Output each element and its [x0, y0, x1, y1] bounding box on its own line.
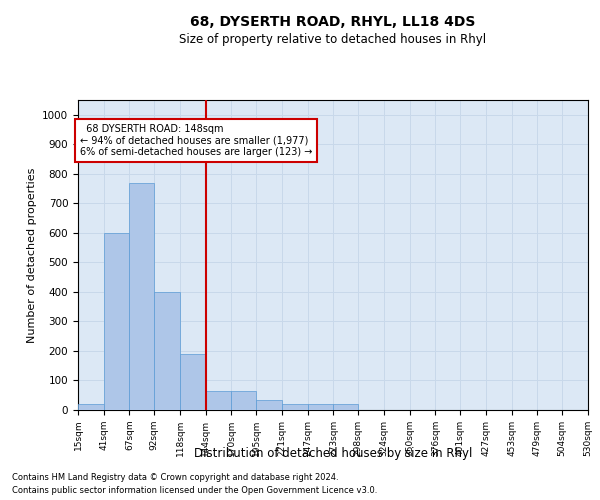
Bar	[180, 354, 206, 410]
Text: Contains HM Land Registry data © Crown copyright and database right 2024.: Contains HM Land Registry data © Crown c…	[12, 474, 338, 482]
Bar	[232, 391, 256, 410]
Text: 68 DYSERTH ROAD: 148sqm
← 94% of detached houses are smaller (1,977)
6% of semi-: 68 DYSERTH ROAD: 148sqm ← 94% of detache…	[80, 124, 313, 157]
Bar	[130, 182, 154, 410]
Text: 68, DYSERTH ROAD, RHYL, LL18 4DS: 68, DYSERTH ROAD, RHYL, LL18 4DS	[190, 15, 476, 29]
Bar	[154, 292, 180, 410]
Bar	[206, 391, 232, 410]
Bar	[282, 404, 308, 410]
Bar	[334, 404, 358, 410]
Y-axis label: Number of detached properties: Number of detached properties	[26, 168, 37, 342]
Text: Size of property relative to detached houses in Rhyl: Size of property relative to detached ho…	[179, 32, 487, 46]
Bar	[256, 400, 282, 410]
Text: Distribution of detached houses by size in Rhyl: Distribution of detached houses by size …	[194, 448, 472, 460]
Text: Contains public sector information licensed under the Open Government Licence v3: Contains public sector information licen…	[12, 486, 377, 495]
Bar	[308, 404, 334, 410]
Bar	[78, 404, 104, 410]
Bar	[104, 233, 130, 410]
